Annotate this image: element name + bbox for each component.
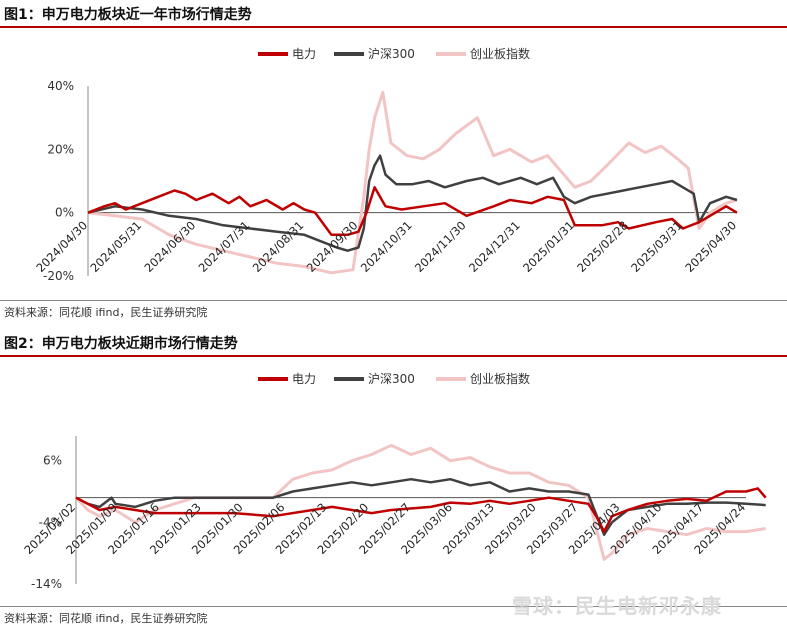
x-tick-label: 2024/06/30	[142, 218, 199, 275]
figure-1-source: 资料来源：同花顺 ifind，民生证券研究院	[4, 306, 208, 319]
y-tick-label: -14%	[31, 577, 62, 591]
figure-2-source-rule	[0, 606, 787, 607]
x-tick-label: 2024/12/31	[466, 218, 523, 275]
x-tick-label: 2025/01/31	[520, 218, 577, 275]
legend-item: 创业板指数	[436, 371, 530, 386]
series-line	[75, 477, 766, 536]
legend-label: 创业板指数	[470, 46, 530, 61]
x-tick-label: 2024/05/31	[87, 218, 144, 275]
watermark: 雪球：民生电新邓永康	[512, 594, 722, 618]
figure-1-title: 图1：申万电力板块近一年市场行情走势	[4, 7, 252, 23]
legend-label: 电力	[292, 372, 316, 386]
legend-label: 电力	[292, 47, 316, 61]
figure-2-source: 资料来源：同花顺 ifind，民生证券研究院	[4, 612, 208, 625]
x-tick-label: 2024/04/30	[33, 218, 90, 275]
legend-label: 沪深300	[368, 47, 415, 61]
figure-1-source-rule	[0, 300, 787, 301]
legend: 电力 沪深300 创业板指数	[258, 371, 530, 386]
legend-label: 沪深300	[368, 372, 415, 386]
series-line	[87, 90, 738, 275]
legend-item: 电力	[258, 47, 316, 61]
legend-item: 沪深300	[334, 47, 415, 61]
y-tick-label: 6%	[43, 454, 62, 468]
chart-1: 电力 沪深300 创业板指数-20%0%20%40%2024/04/302024/0…	[33, 46, 739, 283]
figure-2-title-rule	[0, 355, 787, 357]
y-tick-label: -4%	[39, 515, 62, 529]
y-tick-label: 20%	[47, 142, 74, 156]
legend: 电力 沪深300 创业板指数	[258, 46, 530, 61]
series-line	[87, 186, 738, 237]
y-tick-label: 40%	[47, 79, 74, 93]
x-tick-label: 2024/11/30	[412, 218, 469, 275]
legend-item: 沪深300	[334, 372, 415, 386]
x-tick-label: 2024/10/31	[358, 218, 415, 275]
chart-2: 电力 沪深300 创业板指数-14%-4%6%2025/01/022025/01/0…	[21, 371, 767, 591]
y-tick-label: 0%	[55, 206, 74, 220]
series-line	[87, 154, 738, 252]
figure-2-title: 图2：申万电力板块近期市场行情走势	[4, 336, 238, 352]
legend-label: 创业板指数	[470, 371, 530, 386]
series-line	[74, 443, 766, 561]
x-tick-label: 2025/02/28	[574, 218, 631, 275]
legend-item: 电力	[258, 372, 316, 386]
y-tick-label: -20%	[43, 269, 74, 283]
series-line	[75, 487, 767, 533]
figure-1-title-rule	[0, 26, 787, 28]
legend-item: 创业板指数	[436, 46, 530, 61]
